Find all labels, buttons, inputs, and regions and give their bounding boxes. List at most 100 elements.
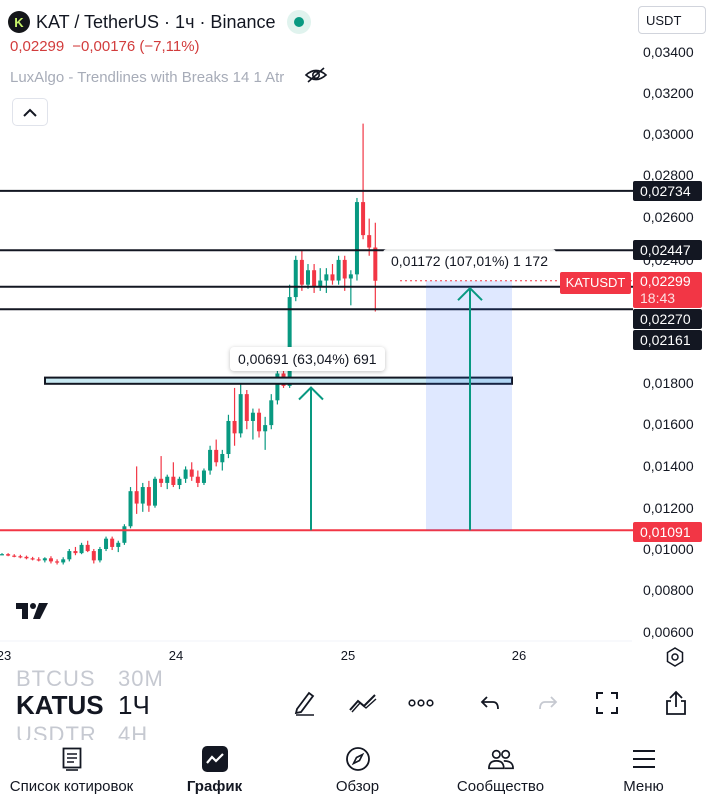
candle: [61, 557, 66, 565]
candle-body: [354, 202, 359, 275]
share-icon[interactable]: [659, 686, 693, 720]
candle: [269, 394, 274, 430]
candle: [232, 387, 237, 446]
measure-label-1[interactable]: 0,00691 (63,04%) 691: [230, 347, 385, 371]
redo-icon: [531, 686, 565, 720]
candle: [275, 367, 280, 405]
price-axis-label: 0,01200: [643, 500, 694, 516]
current-symbol[interactable]: KATUS: [16, 690, 104, 720]
candle: [0, 553, 4, 556]
chevron-up-icon: [23, 108, 37, 117]
candle-body: [18, 556, 23, 558]
candle: [122, 524, 127, 545]
nav-watchlist[interactable]: Список котировок: [0, 740, 143, 800]
draw-pen-icon[interactable]: [288, 686, 322, 720]
nav-chart[interactable]: График: [143, 740, 286, 800]
candle: [306, 264, 310, 289]
symbol-title[interactable]: KAT / TetherUS · 1ч · Binance: [36, 11, 276, 32]
candle: [24, 555, 29, 560]
time-axis-label: 26: [511, 648, 527, 663]
candle-body: [73, 551, 78, 554]
next-timeframe[interactable]: 4Н: [118, 722, 149, 740]
nav-menu[interactable]: Меню: [572, 740, 715, 800]
candle-body: [61, 559, 66, 563]
more-icon[interactable]: [404, 686, 438, 720]
price-chart[interactable]: [0, 0, 715, 670]
candle-body: [48, 558, 53, 562]
zone-rectangle[interactable]: [44, 376, 513, 385]
symbol-timeframe-picker[interactable]: BTCUS 30M KATUS 1Ч USDTR 4Н: [14, 670, 274, 740]
candle: [159, 456, 164, 488]
candle: [287, 284, 292, 388]
currency-select[interactable]: USDT: [638, 6, 706, 34]
eye-hidden-icon[interactable]: [304, 66, 328, 88]
tradingview-logo-icon[interactable]: [14, 600, 54, 622]
measure-arrow-1[interactable]: [298, 386, 324, 531]
fullscreen-icon[interactable]: [590, 686, 624, 720]
candle-body: [324, 274, 329, 281]
candle: [85, 540, 90, 553]
candle: [324, 268, 329, 293]
candle: [79, 542, 84, 555]
measure-label-2[interactable]: 0,01172 (107,01%) 1 172: [383, 249, 556, 273]
candle-countdown: 18:43: [640, 290, 676, 306]
community-icon: [487, 746, 514, 772]
candle: [293, 255, 298, 302]
candle-body: [159, 478, 164, 483]
candle-body: [250, 412, 255, 421]
candle: [214, 439, 219, 467]
prev-timeframe[interactable]: 30M: [118, 670, 164, 691]
candle: [257, 408, 262, 438]
candle: [354, 197, 359, 281]
price-axis-label: 0,00600: [643, 624, 694, 640]
candle-body: [232, 420, 237, 434]
candle: [73, 546, 78, 556]
measure-arrow-2[interactable]: [457, 286, 483, 531]
nav-watchlist-label: Список котировок: [9, 778, 134, 795]
collapse-legend-button[interactable]: [12, 98, 48, 126]
candle-body: [208, 449, 213, 471]
price-axis-label: 0,01400: [643, 458, 694, 474]
indicator-legend[interactable]: LuxAlgo - Trendlines with Breaks 14 1 At…: [10, 66, 328, 88]
candle: [97, 546, 102, 563]
nav-community[interactable]: Сообщество: [429, 740, 572, 800]
candle: [18, 554, 23, 559]
undo-icon[interactable]: [473, 686, 507, 720]
price-axis-label: 0,01000: [643, 541, 694, 557]
candle: [36, 557, 41, 562]
candle: [244, 389, 249, 430]
candle-body: [97, 549, 102, 561]
next-symbol[interactable]: USDTR: [16, 722, 97, 740]
candle-body: [293, 259, 298, 298]
candle-body: [171, 476, 176, 485]
candle-body: [318, 280, 323, 287]
candle-body: [214, 449, 219, 463]
candle-body: [91, 551, 96, 561]
candle-body: [122, 526, 127, 543]
prev-symbol[interactable]: BTCUS: [16, 670, 96, 691]
candle: [42, 557, 47, 563]
candle-body: [342, 259, 347, 279]
candle-body: [299, 259, 304, 285]
candle-body: [146, 487, 151, 506]
current-price-value: 0,02299: [640, 273, 691, 289]
time-axis-label: 24: [168, 648, 184, 663]
chart-settings-icon[interactable]: [664, 646, 686, 668]
candle: [12, 554, 17, 558]
candle: [201, 468, 206, 485]
candle: [165, 474, 170, 490]
candle: [48, 556, 53, 564]
drawing-tools-icon[interactable]: [346, 686, 380, 720]
chart-header[interactable]: K KAT / TetherUS · 1ч · Binance: [8, 8, 312, 36]
current-timeframe[interactable]: 1Ч: [118, 690, 150, 720]
indicator-name[interactable]: LuxAlgo - Trendlines with Breaks 14 1 At…: [10, 68, 285, 86]
candle: [299, 249, 304, 291]
nav-overview[interactable]: Обзор: [286, 740, 429, 800]
candle-body: [12, 555, 17, 557]
candle-body: [6, 554, 11, 556]
candle-body: [238, 394, 243, 434]
candle-body: [220, 454, 225, 463]
candle-body: [183, 469, 188, 479]
watchlist-icon: [59, 746, 85, 772]
candle-body: [201, 470, 206, 483]
